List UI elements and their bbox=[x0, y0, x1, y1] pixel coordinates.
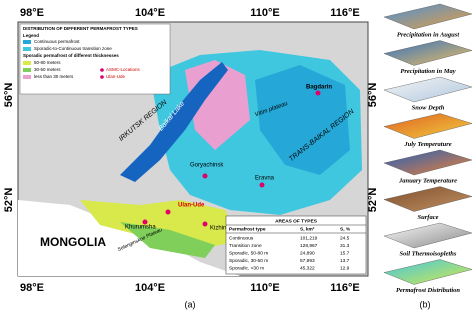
place-label: MONGOLIA bbox=[40, 235, 106, 249]
legend-item: Ulan-Ude bbox=[106, 74, 126, 79]
legend-swatch bbox=[23, 61, 31, 65]
table-cell: Sporadic, 30-50 m bbox=[229, 258, 268, 264]
legend-heading: Legend bbox=[23, 33, 39, 38]
legend-box bbox=[19, 23, 171, 95]
legend-item: 50-80 meters bbox=[34, 60, 61, 65]
legend-item: ASMC-Locations bbox=[106, 67, 141, 72]
lon-label: 110°E bbox=[250, 282, 279, 294]
baikal-lake bbox=[120, 62, 228, 182]
sporadic-50-80 bbox=[80, 200, 240, 250]
layer-surface bbox=[383, 149, 473, 176]
sporadic-30-50 bbox=[120, 222, 215, 258]
legend-item: Sporadic permafrost of different thickne… bbox=[23, 53, 119, 58]
place-label: Khurumsha bbox=[125, 225, 156, 231]
legend-swatch bbox=[23, 40, 31, 44]
asmc-location bbox=[202, 221, 208, 227]
layer-surface bbox=[383, 222, 473, 249]
layer-surface bbox=[383, 186, 473, 212]
table-box bbox=[225, 215, 367, 275]
mongolia-area bbox=[18, 200, 240, 276]
table-cell: 12.9 bbox=[340, 265, 350, 271]
table-cell: 45,322 bbox=[300, 265, 315, 271]
layer-label: Surface bbox=[418, 214, 439, 221]
layer-label: Precipitation in May bbox=[400, 68, 455, 75]
table-header: Permafrost type bbox=[229, 226, 266, 232]
lon-label: 98°E bbox=[20, 282, 44, 294]
table-cell: Transition zone bbox=[229, 243, 262, 249]
table-cell: 13.7 bbox=[340, 258, 350, 264]
legend-item: less than 30 meters bbox=[34, 74, 74, 79]
legend-swatch bbox=[100, 75, 104, 79]
place-label: Ulan-Ude bbox=[178, 203, 205, 209]
lat-label: 52°N bbox=[367, 188, 379, 213]
layer-label: January Temperature bbox=[398, 177, 457, 184]
table-cell: Continuous bbox=[229, 235, 254, 241]
lat-label: 56°N bbox=[3, 83, 15, 108]
asmc-location bbox=[142, 219, 148, 225]
legend-swatch bbox=[23, 68, 31, 72]
layer-label: Permafrost Distribution bbox=[396, 287, 460, 294]
layer-label: July Temperature bbox=[403, 141, 451, 148]
table-title: AREAS OF TYPES bbox=[275, 218, 318, 224]
table-cell: 15.7 bbox=[340, 250, 350, 256]
asmc-location bbox=[202, 173, 208, 179]
asmc-location bbox=[259, 182, 265, 188]
layer-label: Precipitation in August bbox=[397, 31, 459, 38]
table-cell: 57,993 bbox=[300, 258, 315, 264]
table-cell: 24,890 bbox=[300, 250, 315, 256]
layer-surface bbox=[383, 113, 473, 139]
layer-surface bbox=[383, 3, 473, 30]
legend-title: DISTRIBUTION OF DIFFERENT PERMAFROST TYP… bbox=[23, 26, 138, 31]
legend-swatch bbox=[23, 47, 31, 51]
place-label: Goryachinsk bbox=[190, 163, 224, 169]
lat-label: 52°N bbox=[3, 188, 15, 213]
lon-label: 116°E bbox=[330, 7, 359, 19]
table-cell: 101,219 bbox=[300, 235, 318, 241]
table-cell: Sporadic, <30 m bbox=[229, 265, 264, 271]
layer-surface bbox=[383, 259, 473, 285]
lat-label: 56°N bbox=[367, 83, 379, 108]
place-label: Eravna bbox=[255, 176, 275, 182]
table-cell: 24.5 bbox=[340, 235, 350, 241]
lon-label: 104°E bbox=[135, 282, 165, 294]
lon-label: 98°E bbox=[20, 7, 44, 19]
table-header: S, km² bbox=[300, 226, 315, 232]
asmc-location bbox=[165, 209, 171, 215]
table-cell: 31.3 bbox=[340, 243, 350, 249]
asmc-location bbox=[315, 90, 321, 96]
lon-label: 104°E bbox=[135, 7, 165, 19]
continuous-zone bbox=[255, 65, 350, 175]
table-cell: 128,967 bbox=[300, 243, 318, 249]
place-label: Bagdarin bbox=[306, 85, 332, 91]
table-cell: Sporadic, 50-80 m bbox=[229, 250, 268, 256]
layer-surface bbox=[383, 40, 473, 66]
legend-swatch bbox=[23, 75, 31, 79]
legend-item: Continuous permafrost bbox=[34, 39, 80, 44]
layer-surface bbox=[383, 76, 473, 103]
legend-swatch bbox=[100, 68, 104, 72]
legend-item: Sporadic-to-Continuous transition zone bbox=[34, 46, 112, 51]
table-header: S, % bbox=[340, 226, 351, 232]
layer-label: Soil Thermoisopleths bbox=[400, 250, 457, 257]
caption: (a) bbox=[185, 299, 196, 309]
caption: (b) bbox=[420, 299, 431, 309]
lon-label: 116°E bbox=[330, 282, 359, 294]
layer-label: Snow Depth bbox=[412, 104, 445, 111]
legend-item: 30-50 meters bbox=[34, 67, 61, 72]
lon-label: 110°E bbox=[250, 7, 279, 19]
place-label: Kizhinga bbox=[210, 226, 234, 232]
